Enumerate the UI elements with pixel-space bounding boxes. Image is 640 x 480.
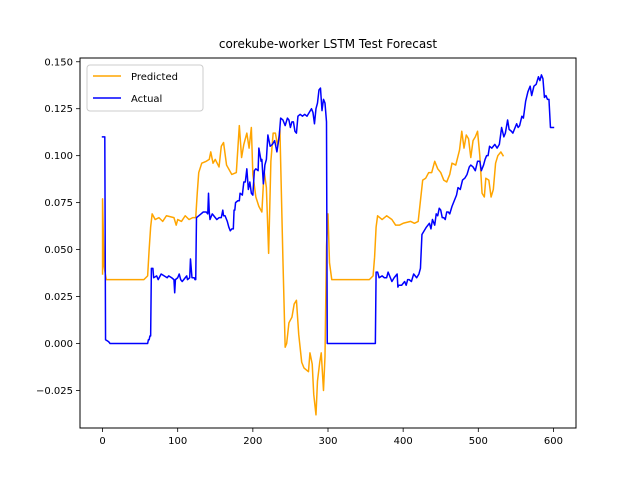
x-tick-label: 300 bbox=[318, 436, 337, 447]
x-tick-label: 200 bbox=[243, 436, 262, 447]
y-tick-label: −0.025 bbox=[36, 386, 73, 397]
y-axis: −0.025 0.000 0.025 0.050 0.075 0.100 0.125 0.15… bbox=[36, 57, 80, 397]
x-axis: 0 100 200 300 400 500 600 bbox=[99, 428, 563, 447]
legend-label-actual: Actual bbox=[131, 94, 162, 105]
series-line-predicted bbox=[101, 124, 505, 416]
y-tick-label: 0.150 bbox=[44, 57, 73, 68]
x-tick-label: 0 bbox=[99, 436, 105, 447]
legend-label-predicted: Predicted bbox=[131, 72, 178, 83]
x-tick-label: 400 bbox=[394, 436, 413, 447]
y-tick-label: 0.000 bbox=[44, 339, 73, 350]
y-tick-label: 0.050 bbox=[44, 245, 73, 256]
y-tick-label: 0.025 bbox=[44, 292, 73, 303]
series-line-actual bbox=[101, 74, 555, 345]
x-tick-label: 600 bbox=[544, 436, 563, 447]
x-tick-label: 500 bbox=[469, 436, 488, 447]
y-tick-label: 0.125 bbox=[44, 104, 73, 115]
y-tick-label: 0.100 bbox=[44, 151, 73, 162]
chart-title: corekube-worker LSTM Test Forecast bbox=[219, 37, 438, 51]
legend: Predicted Actual bbox=[86, 64, 204, 112]
x-tick-label: 100 bbox=[168, 436, 187, 447]
y-tick-label: 0.075 bbox=[44, 198, 73, 209]
series-layer bbox=[101, 74, 555, 416]
